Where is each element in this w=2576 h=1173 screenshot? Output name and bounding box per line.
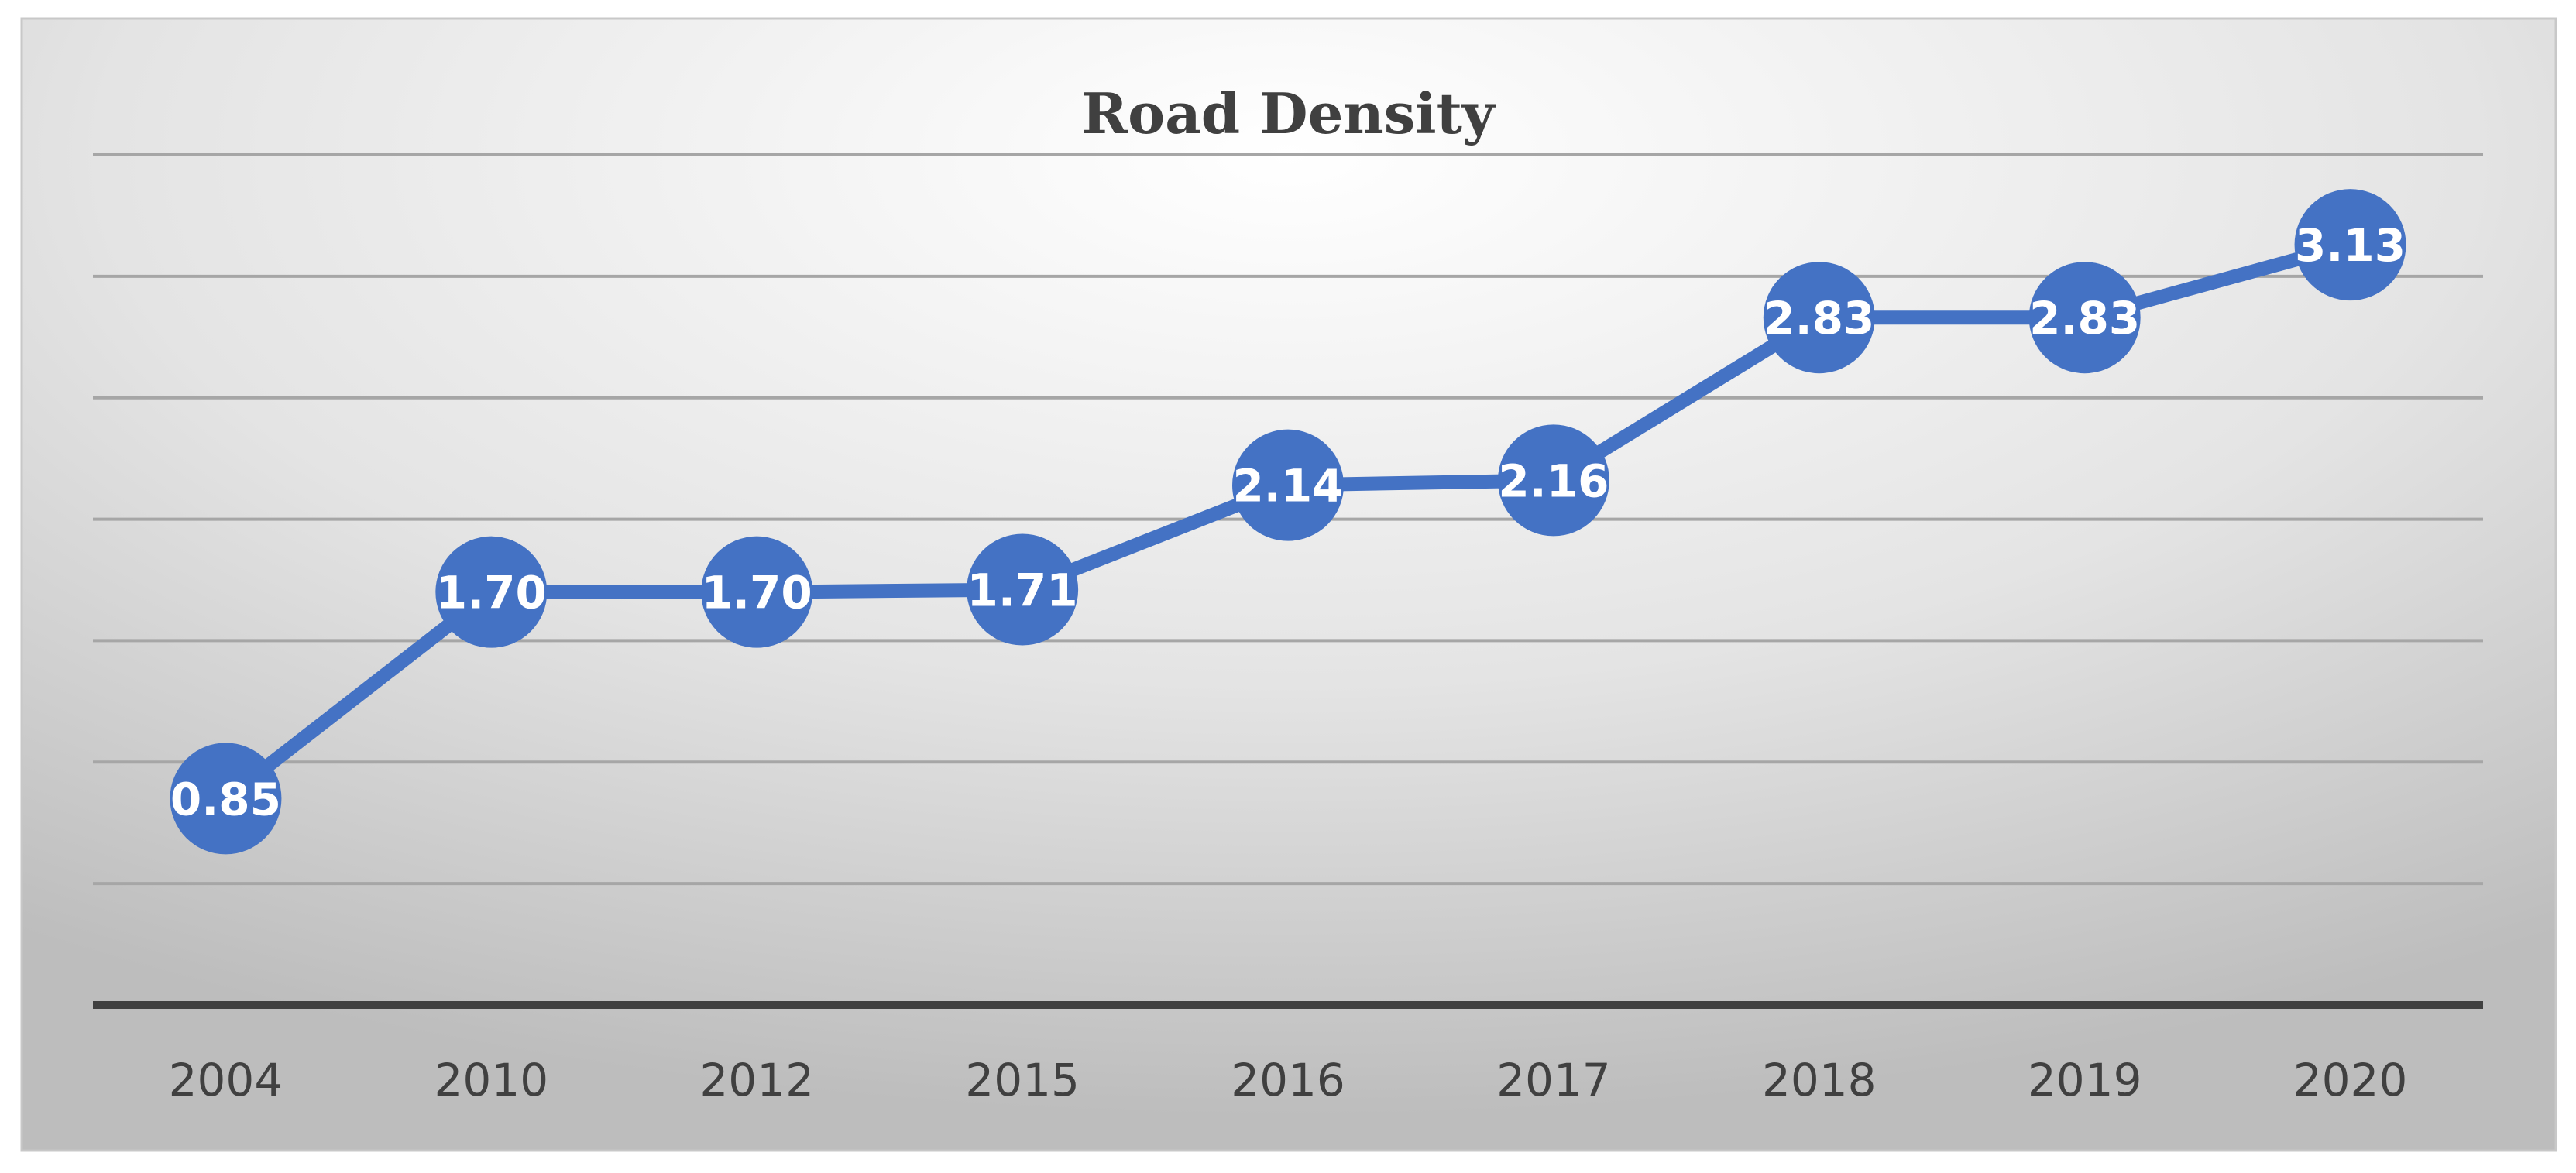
x-tick-labels: 2004 2010 2012 2015 2016 2017 2018 2019 2020: [169, 1054, 2408, 1106]
data-point-2015: [967, 533, 1079, 646]
x-tick-label-2017: 2017: [1496, 1054, 1611, 1106]
chart-title: Road Density: [1081, 81, 1496, 146]
data-labels: 0.85 1.70 1.70 1.71 2.14 2.16 2.83 2.83 3.13: [170, 219, 2406, 825]
x-tick-label-2020: 2020: [2293, 1054, 2408, 1106]
x-tick-label-2016: 2016: [1231, 1054, 1345, 1106]
data-label-2018: 2.83: [1764, 292, 1874, 345]
data-markers: [170, 189, 2406, 855]
data-point-2010: [435, 536, 548, 648]
data-point-2017: [1497, 424, 1609, 537]
x-tick-label-2019: 2019: [2028, 1054, 2142, 1106]
x-tick-label-2015: 2015: [965, 1054, 1080, 1106]
chart-background: [20, 17, 2557, 1152]
data-label-2012: 1.70: [702, 567, 812, 619]
x-tick-label-2012: 2012: [699, 1054, 814, 1106]
data-label-2020: 3.13: [2295, 219, 2406, 272]
data-point-2012: [701, 536, 813, 648]
data-label-2019: 2.83: [2029, 292, 2140, 345]
data-label-2017: 2.16: [1498, 454, 1609, 507]
data-label-2010: 1.70: [436, 567, 547, 619]
data-label-2004: 0.85: [170, 773, 281, 825]
data-point-2018: [1763, 262, 1875, 374]
x-tick-label-2018: 2018: [1762, 1054, 1877, 1106]
data-point-2019: [2028, 262, 2141, 374]
data-label-2016: 2.14: [1232, 460, 1343, 513]
x-tick-label-2004: 2004: [169, 1054, 283, 1106]
data-label-2015: 1.71: [967, 564, 1078, 617]
data-point-2016: [1232, 429, 1344, 541]
x-tick-label-2010: 2010: [434, 1054, 549, 1106]
data-point-2020: [2294, 189, 2406, 301]
data-point-2004: [170, 743, 282, 855]
